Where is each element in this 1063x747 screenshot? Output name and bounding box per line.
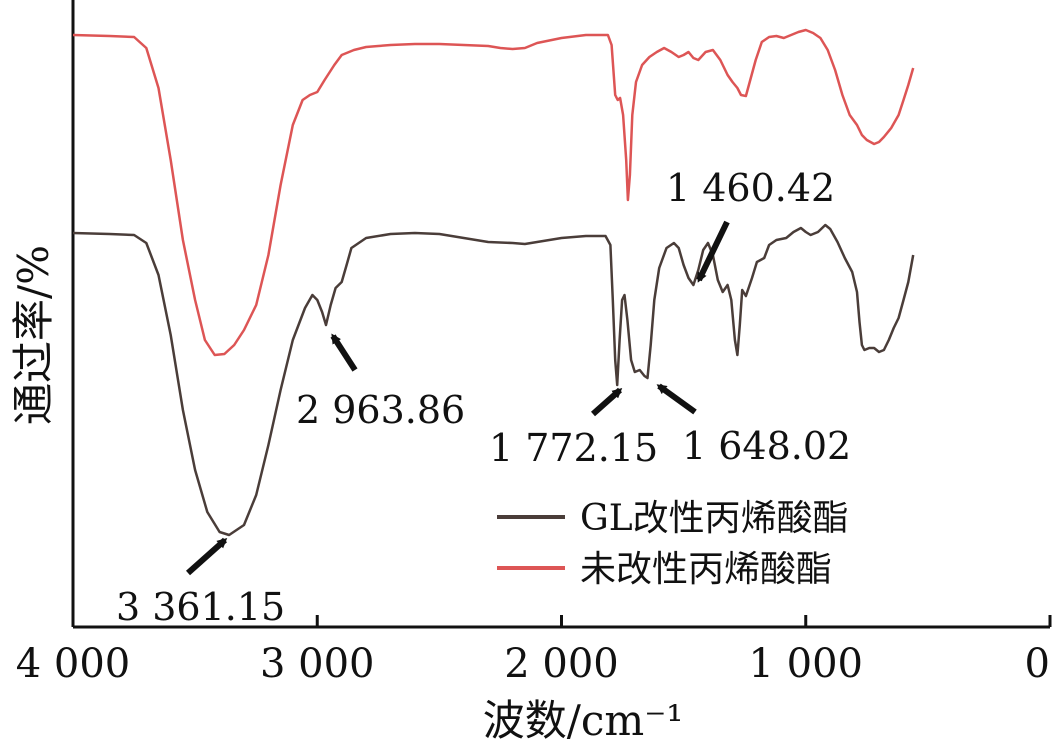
annotation-arrow-1460 [696,220,730,283]
series-line-unmodified [72,28,915,357]
x-tick-label: 3 000 [260,641,375,687]
series-line-gl-modified [72,223,915,537]
annotation-3361: 3 361.15 [116,537,285,629]
annotation-1772: 1 772.15 [489,387,658,470]
annotation-1460: 1 460.42 [666,166,835,283]
legend-label-unmodified: 未改性丙烯酸酯 [580,549,832,590]
x-tick-label: 4 000 [16,641,131,687]
x-ticks: 4 000 3 000 2 000 1 000 0 [16,615,1052,687]
x-tick-label: 0 [1025,641,1050,687]
annotation-arrow-1772 [591,387,623,417]
annotation-1648: 1 648.02 [656,383,851,468]
annotation-label-1648: 1 648.02 [682,424,851,468]
x-tick-label: 2 000 [504,641,619,687]
annotation-label-1772: 1 772.15 [489,426,658,470]
y-axis-title: 通过率/% [9,245,58,425]
annotation-label-1460: 1 460.42 [666,166,835,210]
annotation-arrow-1648 [656,383,697,415]
legend-label-gl-modified: GL改性丙烯酸酯 [580,498,849,539]
x-tick-label: 1 000 [748,641,863,687]
annotation-arrow-2963 [330,333,358,372]
annotation-label-2963: 2 963.86 [296,388,465,432]
annotation-label-3361: 3 361.15 [116,585,285,629]
annotation-arrow-3361 [186,537,228,576]
legend: GL改性丙烯酸酯 未改性丙烯酸酯 [497,498,849,590]
x-axis-title: 波数/cm⁻¹ [483,696,684,745]
annotation-2963: 2 963.86 [296,333,465,432]
